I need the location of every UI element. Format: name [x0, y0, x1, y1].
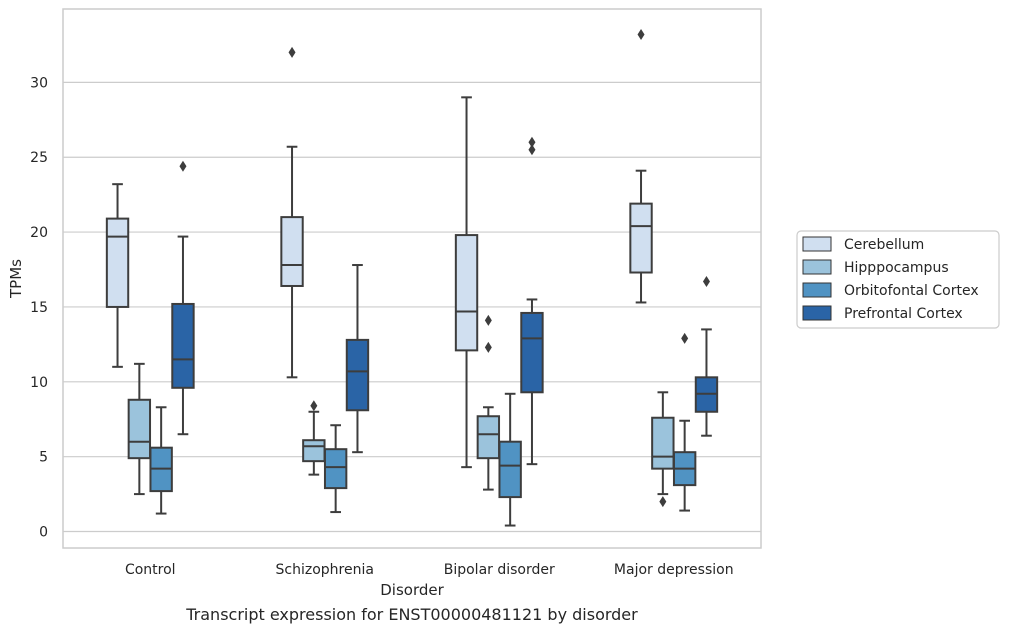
legend-swatch — [802, 282, 832, 298]
legend-swatch — [802, 236, 832, 252]
y-tick-label: 10 — [30, 375, 48, 391]
y-tick-labels: 0 5 10 15 20 25 30 — [30, 75, 48, 540]
legend-label: Cerebellum — [844, 237, 924, 253]
outlier-point — [659, 496, 667, 508]
y-tick-label: 30 — [30, 75, 48, 91]
y-axis-label: TPMs — [7, 259, 25, 299]
x-tick-label: Major depression — [614, 562, 734, 578]
boxes — [105, 28, 719, 527]
box-orbitofontal-cortex-control — [149, 406, 173, 515]
box-orbitofontal-cortex-schizophrenia — [323, 424, 348, 514]
iqr-box — [323, 448, 348, 490]
legend-frame — [796, 230, 1000, 329]
y-tick-label: 0 — [39, 525, 48, 541]
x-tick-label: Control — [125, 562, 176, 578]
outlier-point — [528, 136, 536, 148]
box-orbitofontal-cortex-bipolar-disorder — [498, 392, 522, 527]
iqr-box — [498, 440, 522, 499]
outlier-point — [637, 28, 645, 40]
outlier-point — [528, 144, 536, 156]
chart-caption: Transcript expression for ENST0000048112… — [186, 605, 638, 624]
iqr-box — [454, 234, 479, 352]
outlier-point — [179, 160, 187, 172]
y-tick-label: 5 — [39, 450, 48, 466]
box-prefrontal-cortex-schizophrenia — [345, 264, 370, 454]
box-hipppocampus-schizophrenia — [302, 400, 326, 476]
box-orbitofontal-cortex-major-depression — [672, 332, 697, 512]
outlier-point — [484, 341, 492, 353]
outlier-point — [484, 314, 492, 326]
box-cerebellum-major-depression — [629, 28, 653, 304]
outlier-point — [702, 275, 710, 287]
box-prefrontal-cortex-bipolar-disorder — [520, 136, 544, 466]
x-tick-labels: Control Schizophrenia Bipolar disorder Majo… — [125, 562, 734, 578]
legend-label: Orbitofontal Cortex — [844, 283, 979, 299]
outlier-point — [310, 400, 318, 412]
box-prefrontal-cortex-control — [171, 160, 195, 436]
iqr-box — [105, 217, 130, 308]
box-cerebellum-schizophrenia — [280, 46, 304, 379]
iqr-box — [476, 415, 501, 460]
y-tick-label: 15 — [30, 300, 48, 316]
iqr-box — [629, 202, 653, 274]
box-hipppocampus-bipolar-disorder — [476, 314, 501, 491]
iqr-box — [520, 311, 544, 394]
box-prefrontal-cortex-major-depression — [694, 275, 719, 437]
box-cerebellum-bipolar-disorder — [454, 96, 479, 469]
legend-swatch — [802, 305, 832, 321]
legend-label: Prefrontal Cortex — [844, 306, 963, 322]
x-tick-label: Bipolar disorder — [444, 562, 555, 578]
iqr-box — [127, 398, 152, 460]
box-cerebellum-control — [105, 183, 130, 368]
iqr-box — [651, 416, 675, 470]
outlier-point — [288, 46, 296, 58]
y-tick-label: 25 — [30, 150, 48, 166]
y-tick-label: 20 — [30, 225, 48, 241]
iqr-box — [280, 216, 304, 287]
plot-frame — [62, 8, 762, 549]
legend: Cerebellum Hipppocampus Orbitofontal Corte… — [796, 230, 1000, 329]
box-hipppocampus-control — [127, 362, 152, 496]
iqr-box — [302, 439, 326, 463]
legend-label: Hipppocampus — [844, 260, 949, 276]
legend-swatch — [802, 259, 832, 275]
x-tick-label: Schizophrenia — [276, 562, 374, 578]
box-hipppocampus-major-depression — [651, 391, 675, 508]
iqr-box — [171, 302, 195, 389]
iqr-box — [345, 338, 370, 412]
outlier-point — [681, 332, 689, 344]
x-axis-label: Disorder — [380, 581, 444, 599]
